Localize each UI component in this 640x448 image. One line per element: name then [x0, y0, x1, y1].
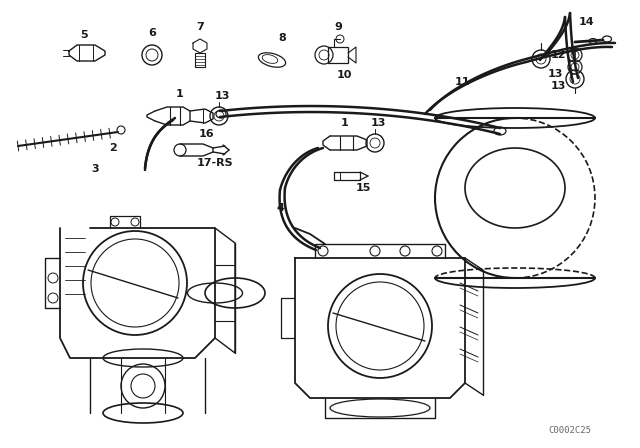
Text: 14: 14 [579, 17, 595, 27]
Text: 13: 13 [371, 118, 386, 128]
Text: C0002C25: C0002C25 [548, 426, 591, 435]
Text: 9: 9 [334, 22, 342, 32]
Text: 6: 6 [148, 28, 156, 38]
Text: 8: 8 [278, 33, 286, 43]
Text: 7: 7 [196, 22, 204, 32]
Text: 10: 10 [336, 70, 352, 80]
Text: 12: 12 [550, 50, 566, 60]
Text: 17-RS: 17-RS [196, 158, 234, 168]
Text: 13: 13 [547, 69, 563, 79]
Text: 11: 11 [454, 77, 470, 87]
Text: 13: 13 [550, 81, 566, 91]
Text: 3: 3 [91, 164, 99, 174]
Text: 1: 1 [341, 118, 349, 128]
Text: 16: 16 [199, 129, 215, 139]
Text: 2: 2 [109, 143, 117, 153]
Text: 13: 13 [214, 91, 230, 101]
Text: 4: 4 [276, 203, 284, 213]
Text: 1: 1 [176, 89, 184, 99]
Bar [328, 47, 348, 63]
Text: 15: 15 [355, 183, 371, 193]
Text: 5: 5 [80, 30, 88, 40]
Bar [195, 53, 205, 67]
